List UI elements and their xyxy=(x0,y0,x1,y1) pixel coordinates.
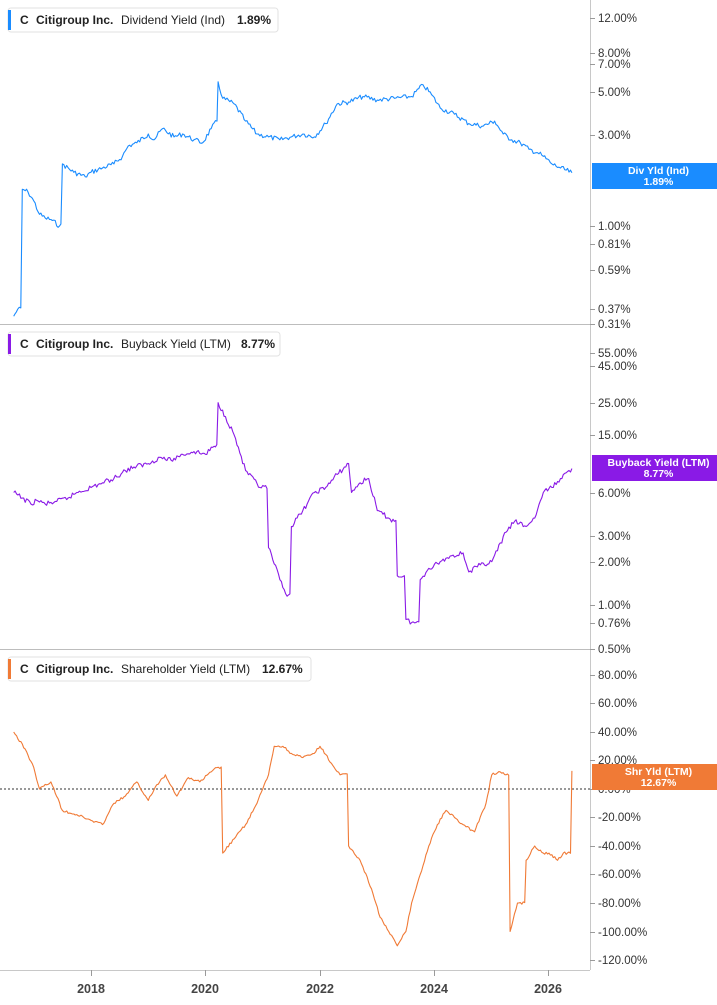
y-tick-label: 6.00% xyxy=(598,488,631,500)
legend-color-bar xyxy=(8,659,11,679)
y-tick-label: 0.50% xyxy=(598,644,631,656)
x-tick-label: 2024 xyxy=(420,982,448,996)
y-tick-label: 40.00% xyxy=(598,727,637,739)
y-tick-label: -40.00% xyxy=(598,841,641,853)
legend-1: C Citigroup Inc. Dividend Yield (Ind) 1.89% xyxy=(7,7,279,33)
y-tick-label: 55.00% xyxy=(598,348,637,360)
y-tick-label: 0.59% xyxy=(598,265,631,277)
legend-metric: Shareholder Yield (LTM) xyxy=(121,662,250,676)
y-tick-label: 3.00% xyxy=(598,130,631,142)
y-tick-label: 25.00% xyxy=(598,398,637,410)
badge-line-1: Shr Yld (LTM) xyxy=(625,766,692,778)
y-tick-label: -80.00% xyxy=(598,898,641,910)
y-tick-label: 12.00% xyxy=(598,13,637,25)
y-tick-label: 60.00% xyxy=(598,698,637,710)
legend-3: C Citigroup Inc. Shareholder Yield (LTM) 12… xyxy=(7,656,312,682)
y-tick-label: 8.00% xyxy=(598,48,631,60)
badge-line-1: Div Yld (Ind) xyxy=(628,165,689,177)
y-tick-label: 2.00% xyxy=(598,557,631,569)
legend-metric: Buyback Yield (LTM) xyxy=(121,337,231,351)
y-tick-label: 3.00% xyxy=(598,531,631,543)
legend-company: Citigroup Inc. xyxy=(36,662,113,676)
legend-ticker: C xyxy=(20,13,29,27)
current-value-badge-1 xyxy=(592,163,717,189)
y-tick-label: 0.31% xyxy=(598,319,631,331)
y-tick-label: 7.00% xyxy=(598,59,631,71)
badge-line-2: 1.89% xyxy=(644,176,674,188)
y-tick-label: -120.00% xyxy=(598,955,647,967)
y-tick-label: 0.81% xyxy=(598,239,631,251)
legend-value: 12.67% xyxy=(262,662,303,676)
legend-company: Citigroup Inc. xyxy=(36,337,113,351)
current-value-badge-3 xyxy=(592,764,717,790)
legend-color-bar xyxy=(8,334,11,354)
badge-line-2: 8.77% xyxy=(644,468,674,480)
legend-2: C Citigroup Inc. Buyback Yield (LTM) 8.77% xyxy=(7,331,281,357)
series-line-3 xyxy=(13,731,573,947)
y-tick-label: 15.00% xyxy=(598,430,637,442)
legend-value: 1.89% xyxy=(237,13,271,27)
y-tick-label: 1.00% xyxy=(598,221,631,233)
x-tick-label: 2018 xyxy=(77,982,105,996)
badge-line-1: Buyback Yield (LTM) xyxy=(608,457,710,469)
y-tick-label: -20.00% xyxy=(598,812,641,824)
y-tick-label: 80.00% xyxy=(598,670,637,682)
legend-value: 8.77% xyxy=(241,337,275,351)
x-tick-label: 2020 xyxy=(191,982,219,996)
legend-company: Citigroup Inc. xyxy=(36,13,113,27)
y-tick-label: 0.76% xyxy=(598,618,631,630)
legend-metric: Dividend Yield (Ind) xyxy=(121,13,225,27)
legend-color-bar xyxy=(8,10,11,30)
y-tick-label: -60.00% xyxy=(598,869,641,881)
legend-ticker: C xyxy=(20,662,29,676)
badge-line-2: 12.67% xyxy=(641,777,677,789)
y-tick-label: -100.00% xyxy=(598,927,647,939)
y-tick-label: 45.00% xyxy=(598,361,637,373)
x-tick-label: 2022 xyxy=(306,982,334,996)
y-tick-label: 5.00% xyxy=(598,87,631,99)
series-line-2 xyxy=(13,402,573,625)
current-value-badge-2 xyxy=(592,455,717,481)
legend-ticker: C xyxy=(20,337,29,351)
y-tick-label: 1.00% xyxy=(598,600,631,612)
series-line-1 xyxy=(13,81,573,317)
y-tick-label: 0.37% xyxy=(598,304,631,316)
x-tick-label: 2026 xyxy=(534,982,562,996)
